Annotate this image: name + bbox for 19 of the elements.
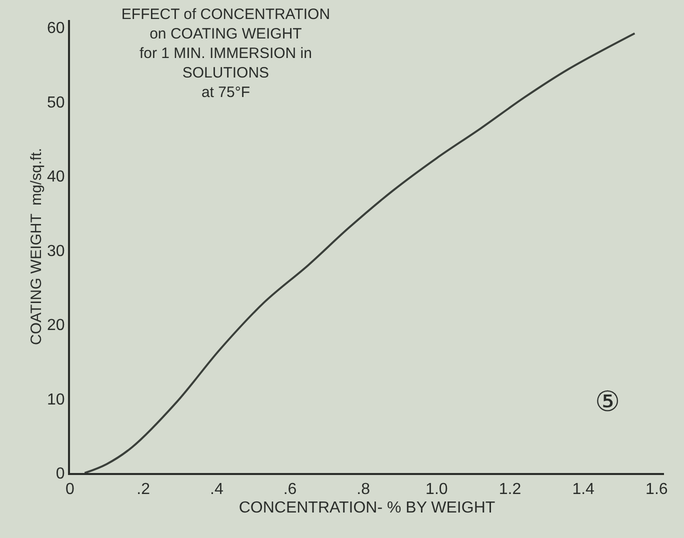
y-tick-label: 50 [47,94,65,112]
x-tick-label: .8 [356,481,370,498]
x-tick-label: .4 [210,481,224,498]
x-tick-label: 1.6 [646,481,668,498]
x-tick-label: .2 [136,481,150,498]
y-tick-label: 20 [47,317,65,334]
y-tick-label: 0 [56,466,65,483]
y-tick-label: 30 [47,242,65,260]
x-axis-title: CONCENTRATION- % BY WEIGHT [238,499,496,516]
y-tick-label: 10 [47,391,65,408]
x-tick-label: 1.4 [572,481,595,498]
y-tick-label: 60 [47,20,65,38]
x-tick-label: 1.0 [426,481,448,498]
text: EFFECT of CONCENTRATION on COATING WEIGHT for 1 MIN. IMMERSION in SOLUTIONS at 75°F [121,6,330,101]
y-tick-label: 40 [47,168,65,186]
annotation: ⑤ [595,386,620,417]
y-axis-title: COATING WEIGHT mg/sq.ft. [28,148,45,345]
x-tick-label: 1.2 [498,481,522,498]
x-tick-label: .6 [283,481,297,498]
